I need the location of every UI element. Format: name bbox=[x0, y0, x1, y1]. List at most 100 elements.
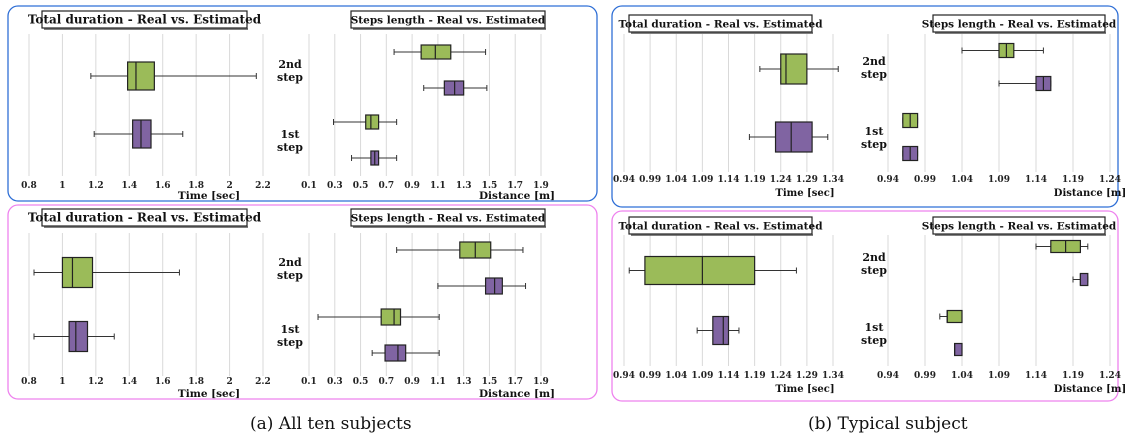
box-iqr bbox=[953, 342, 963, 357]
x-tick-label: 2.2 bbox=[255, 377, 271, 387]
x-tick-label: 1.3 bbox=[456, 377, 472, 387]
chart-title: Steps length - Real vs. Estimated bbox=[350, 208, 546, 228]
x-tick-label: 1.2 bbox=[88, 377, 104, 387]
x-tick-label: 1.6 bbox=[155, 181, 171, 191]
group-label: 1st bbox=[865, 125, 885, 138]
box-estimated bbox=[953, 342, 963, 357]
chart-panel-8: 0.94 0.99 1.04 1.09 1.14 1.19 1.24 Steps length… bbox=[861, 216, 1126, 395]
x-tick-label: 1.24 bbox=[1099, 175, 1121, 185]
panel-frame-4 bbox=[611, 210, 1119, 402]
panel-frame-2 bbox=[7, 204, 598, 400]
box-real bbox=[90, 61, 257, 91]
x-tick-label: 1 bbox=[59, 181, 65, 191]
box-iqr bbox=[1079, 272, 1089, 287]
box-real bbox=[332, 114, 398, 130]
box-iqr bbox=[68, 320, 89, 353]
x-tick-label: 0.8 bbox=[21, 181, 37, 191]
box-estimated bbox=[748, 121, 829, 153]
box-real bbox=[396, 241, 524, 259]
box-estimated bbox=[93, 119, 184, 149]
chart-title: Steps length - Real vs. Estimated bbox=[922, 14, 1117, 34]
box-real bbox=[939, 309, 963, 324]
x-tick-label: 1.3 bbox=[456, 181, 472, 191]
chart-title-text: Steps length - Real vs. Estimated bbox=[351, 213, 546, 225]
x-tick-label: 1.29 bbox=[796, 175, 818, 185]
x-tick-label: 0.94 bbox=[613, 371, 635, 381]
x-tick-label: 0.8 bbox=[21, 377, 37, 387]
x-tick-label: 2 bbox=[226, 181, 232, 191]
box-estimated bbox=[696, 315, 740, 346]
chart-title: Steps length - Real vs. Estimated bbox=[350, 10, 546, 30]
box-iqr bbox=[61, 256, 94, 289]
x-tick-label: 1.14 bbox=[1025, 371, 1047, 381]
panel-frame-3 bbox=[611, 5, 1119, 208]
x-tick-label: 1.7 bbox=[507, 377, 523, 387]
chart-title: Total duration - Real vs. Estimated bbox=[618, 14, 823, 34]
box-real bbox=[628, 255, 797, 286]
box-estimated bbox=[351, 150, 398, 166]
chart-title-text: Total duration - Real vs. Estimated bbox=[618, 19, 823, 31]
x-tick-label: 2 bbox=[226, 377, 232, 387]
group-label: step bbox=[861, 68, 887, 81]
box-iqr bbox=[132, 119, 152, 149]
x-tick-label: 1.24 bbox=[770, 371, 792, 381]
group-label: step bbox=[861, 334, 887, 347]
chart-title-text: Total duration - Real vs. Estimated bbox=[28, 13, 262, 27]
x-axis-label: Time [sec] bbox=[775, 188, 834, 199]
chart-title-box bbox=[932, 14, 1106, 33]
box-real bbox=[393, 44, 487, 60]
box-real bbox=[317, 308, 440, 326]
group-label: 1st bbox=[281, 128, 301, 141]
chart-panel-2: 0.1 0.3 0.5 0.7 0.9 1.1 1.3 1.5 1.7 1.9 Steps leng… bbox=[277, 10, 555, 202]
group-label: step bbox=[277, 336, 303, 349]
x-axis-label: Time [sec] bbox=[178, 388, 240, 400]
x-tick-label: 1.24 bbox=[1099, 371, 1121, 381]
chart-title-box bbox=[628, 14, 813, 33]
group-label: 1st bbox=[865, 321, 885, 334]
chart-title-box bbox=[41, 208, 248, 227]
chart-title: Total duration - Real vs. Estimated bbox=[28, 208, 262, 228]
group-label: step bbox=[861, 264, 887, 277]
x-tick-label: 1.09 bbox=[691, 175, 713, 185]
x-tick-label: 0.3 bbox=[327, 181, 343, 191]
chart-panel-7: 0.94 0.99 1.04 1.09 1.14 1.19 1.24 1.29 1.34 Tota… bbox=[613, 216, 844, 395]
box-estimated bbox=[437, 277, 527, 295]
box-estimated bbox=[423, 80, 488, 96]
box-real bbox=[33, 256, 180, 289]
x-tick-label: 0.99 bbox=[639, 175, 661, 185]
chart-title: Total duration - Real vs. Estimated bbox=[28, 10, 262, 30]
chart-title-box bbox=[41, 10, 248, 29]
x-tick-label: 1.1 bbox=[430, 377, 446, 387]
x-tick-label: 0.3 bbox=[327, 377, 343, 387]
x-tick-label: 1.09 bbox=[691, 371, 713, 381]
x-tick-label: 1.34 bbox=[822, 371, 844, 381]
x-tick-label: 1.8 bbox=[188, 181, 204, 191]
box-estimated bbox=[371, 344, 440, 362]
x-tick-label: 1.9 bbox=[533, 181, 549, 191]
box-estimated bbox=[1072, 272, 1089, 287]
x-tick-label: 2.2 bbox=[255, 181, 271, 191]
box-real bbox=[1035, 239, 1089, 254]
x-tick-label: 0.94 bbox=[877, 175, 899, 185]
x-axis-label: Distance [m] bbox=[479, 190, 555, 202]
box-iqr bbox=[365, 114, 380, 130]
group-label: 2nd bbox=[862, 251, 886, 264]
chart-panel-1: 0.8 1 1.2 1.4 1.6 1.8 2 2.2 Total duration - Rea… bbox=[21, 10, 271, 202]
x-tick-label: 1.04 bbox=[665, 175, 687, 185]
x-tick-label: 0.5 bbox=[353, 181, 369, 191]
chart-title-box bbox=[932, 216, 1106, 235]
box-estimated bbox=[902, 145, 919, 162]
box-estimated bbox=[33, 320, 115, 353]
x-tick-label: 1.4 bbox=[121, 377, 137, 387]
x-tick-label: 0.94 bbox=[877, 371, 899, 381]
x-axis-label: Time [sec] bbox=[775, 384, 834, 395]
box-iqr bbox=[484, 277, 503, 295]
chart-title-text: Steps length - Real vs. Estimated bbox=[922, 19, 1117, 31]
x-tick-label: 1.9 bbox=[533, 377, 549, 387]
caption-b: (b) Typical subject bbox=[808, 414, 968, 434]
chart-title-box bbox=[350, 208, 546, 227]
x-tick-label: 1.7 bbox=[507, 181, 523, 191]
x-tick-label: 1.09 bbox=[988, 175, 1010, 185]
x-tick-label: 1.4 bbox=[121, 181, 137, 191]
chart-title-text: Total duration - Real vs. Estimated bbox=[28, 211, 262, 225]
